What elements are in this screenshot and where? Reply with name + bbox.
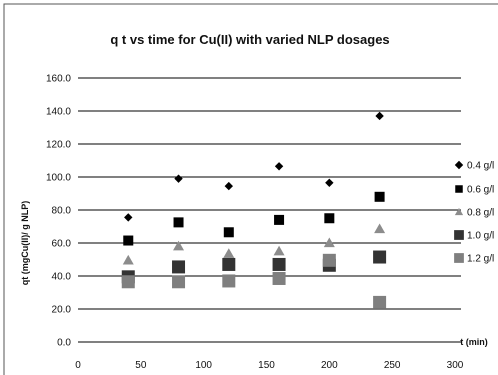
- data-point-series-2: [123, 235, 134, 246]
- x-tick-label: 100: [195, 360, 212, 371]
- chart-title: q t vs time for Cu(II) with varied NLP d…: [110, 32, 389, 47]
- data-point-series-2: [274, 214, 285, 225]
- y-tick-label: 120.0: [46, 140, 71, 151]
- data-markers: [121, 111, 387, 309]
- legend-marker: [454, 207, 464, 216]
- data-point-series-1: [325, 178, 334, 187]
- legend-item: 1.0 g/l: [454, 230, 494, 242]
- x-tick-label: 300: [447, 360, 464, 371]
- y-tick-label: 140.0: [46, 107, 71, 118]
- x-tick-labels: 0 50 100 150 200 250 300: [75, 360, 464, 371]
- data-point-series-1: [174, 174, 183, 183]
- data-point-series-4: [172, 260, 186, 274]
- data-point-series-1: [375, 111, 384, 121]
- y-tick-label: 160.0: [46, 74, 71, 85]
- x-tick-label: 200: [321, 360, 338, 371]
- data-point-series-3: [122, 254, 134, 265]
- data-point-series-1: [124, 213, 133, 222]
- chart-border: [3, 3, 498, 375]
- legend-label: 0.6 g/l: [467, 185, 494, 196]
- data-point-series-5: [222, 274, 236, 288]
- legend-label: 0.4 g/l: [467, 161, 494, 172]
- legend-item: 0.4 g/l: [454, 160, 494, 172]
- legend-item: 1.2 g/l: [454, 253, 494, 265]
- y-tick-label: 80.0: [52, 206, 72, 217]
- data-point-series-5: [172, 275, 186, 289]
- data-point-series-3: [223, 248, 235, 258]
- x-tick-label: 150: [258, 360, 275, 371]
- data-point-series-2: [173, 217, 184, 228]
- data-point-series-2: [324, 213, 335, 224]
- y-tick-label: 100.0: [46, 173, 71, 184]
- legend-label: 1.0 g/l: [467, 231, 494, 242]
- x-tick-label: 0: [75, 360, 81, 371]
- x-axis-label: t (min): [460, 337, 488, 347]
- y-tick-label: 0.0: [57, 338, 71, 349]
- y-tick-labels: 0.0 20.0 40.0 60.0 80.0 100.0 120.0 140.0 160.0: [46, 74, 71, 349]
- y-axis-label: qt (mgCu(II)/ g NLP): [20, 201, 30, 285]
- data-point-series-4: [222, 257, 236, 271]
- x-tick-label: 50: [135, 360, 147, 371]
- data-point-series-5: [373, 295, 387, 309]
- data-point-series-3: [173, 240, 185, 251]
- data-point-series-3: [273, 245, 285, 256]
- data-point-series-4: [272, 257, 286, 271]
- legend-marker: [454, 230, 464, 240]
- data-point-series-2: [223, 227, 234, 238]
- legend-label: 1.2 g/l: [467, 254, 494, 265]
- data-point-series-3: [374, 223, 386, 234]
- x-tick-label: 250: [384, 360, 401, 371]
- data-point-series-1: [224, 181, 233, 191]
- data-point-series-1: [274, 162, 284, 171]
- data-point-series-5: [322, 253, 336, 267]
- legend-item: 0.8 g/l: [454, 207, 494, 219]
- y-tick-label: 60.0: [52, 239, 72, 250]
- legend: 0.4 g/l 0.6 g/l 0.8 g/l 1.0 g/l 1.2 g/l: [454, 161, 494, 265]
- gridlines: [78, 77, 461, 343]
- legend-marker: [455, 185, 463, 193]
- data-point-series-5: [121, 275, 135, 289]
- legend-label: 0.8 g/l: [467, 208, 494, 219]
- y-tick-label: 20.0: [52, 305, 72, 316]
- legend-item: 0.6 g/l: [455, 185, 494, 196]
- data-point-series-2: [374, 191, 385, 202]
- data-point-series-3: [323, 237, 335, 248]
- legend-marker: [454, 160, 464, 170]
- data-point-series-4: [373, 250, 387, 264]
- data-point-series-5: [272, 271, 286, 285]
- y-tick-label: 40.0: [52, 272, 72, 283]
- legend-marker: [454, 253, 464, 263]
